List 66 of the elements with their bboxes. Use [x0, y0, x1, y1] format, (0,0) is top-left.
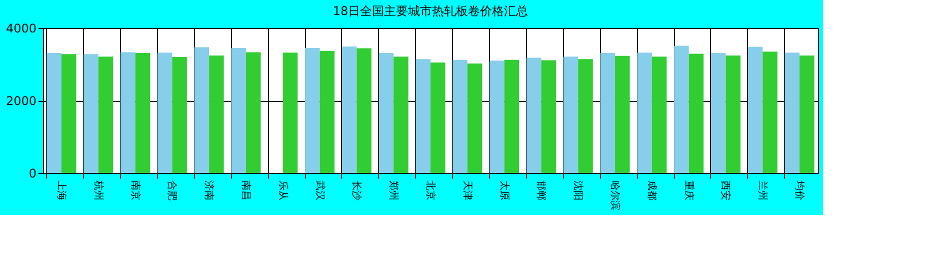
- bar: [526, 58, 542, 173]
- bar: [615, 56, 630, 173]
- bar: [578, 59, 593, 173]
- bar: [120, 52, 136, 173]
- bar: [231, 48, 246, 173]
- bar: [652, 56, 667, 173]
- x-tick-label: 上海: [55, 180, 68, 200]
- bar: [726, 56, 740, 173]
- bar: [394, 56, 408, 173]
- x-tick-label: 乐从: [276, 180, 289, 200]
- bar: [172, 57, 187, 173]
- y-tick-label: 0: [28, 166, 36, 180]
- bar: [748, 46, 763, 173]
- bar: [674, 46, 689, 173]
- bar: [342, 46, 357, 173]
- x-tick-label: 天津: [461, 180, 474, 200]
- chart-title: 18日全国主要城市热轧板卷价格汇总: [332, 4, 528, 18]
- bar: [209, 56, 224, 173]
- x-tick-label: 郑州: [388, 180, 400, 200]
- bar: [800, 56, 814, 173]
- x-tick-label: 杭州: [92, 180, 104, 200]
- x-tick-label: 济南: [203, 180, 216, 200]
- bar: [710, 53, 726, 173]
- bar: [784, 52, 800, 173]
- bar: [84, 54, 98, 173]
- bar: [688, 54, 704, 173]
- bar: [135, 53, 150, 173]
- bar: [46, 53, 62, 173]
- bar: [282, 52, 298, 173]
- bar: [467, 64, 482, 173]
- bar: [356, 48, 372, 173]
- bar: [378, 53, 394, 173]
- bar: [246, 52, 261, 173]
- x-tick-label: 太原: [498, 180, 510, 200]
- bar: [762, 52, 778, 173]
- x-tick-label: 兰州: [756, 180, 769, 200]
- bar: [563, 56, 578, 173]
- x-tick-label: 沈阳: [572, 180, 584, 200]
- bar: [600, 53, 616, 173]
- x-tick-label: 均价: [794, 180, 806, 200]
- bar: [452, 60, 468, 173]
- bar: [430, 62, 446, 173]
- bar: [194, 47, 210, 173]
- bar: [541, 60, 556, 173]
- y-tick-label: 4000: [6, 22, 36, 36]
- bar: [490, 60, 504, 173]
- bar: [416, 59, 430, 173]
- x-tick-label: 邯郸: [535, 180, 548, 200]
- x-tick-label: 武汉: [314, 180, 326, 200]
- x-tick-label: 合肥: [166, 180, 178, 200]
- x-tick-label: 南昌: [240, 180, 252, 200]
- x-tick-label: 重庆: [682, 180, 695, 200]
- bar: [157, 52, 172, 173]
- x-tick-label: 哈尔滨: [609, 180, 622, 210]
- x-tick-label: 北京: [424, 180, 436, 200]
- bar: [61, 54, 76, 173]
- x-tick-label: 西安: [720, 180, 732, 200]
- bar: [305, 48, 320, 173]
- y-tick-label: 2000: [6, 94, 36, 108]
- bar: [637, 52, 652, 173]
- x-tick-label: 长沙: [350, 180, 363, 200]
- bar: [98, 56, 114, 173]
- bar: [320, 50, 335, 173]
- x-tick-label: 南京: [129, 180, 142, 200]
- x-tick-label: 成都: [646, 180, 658, 200]
- bar: [504, 60, 520, 173]
